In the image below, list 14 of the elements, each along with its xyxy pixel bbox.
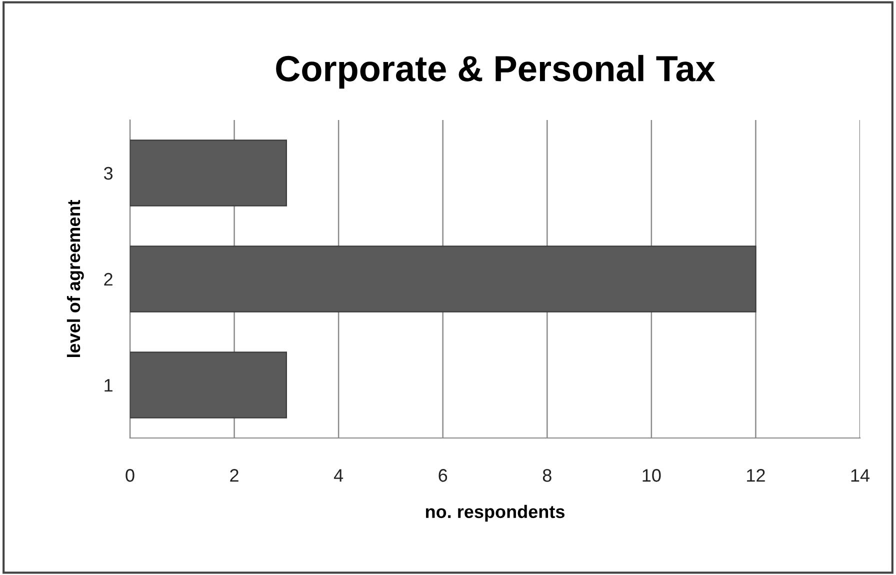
x-tick-label: 8 xyxy=(542,469,552,482)
y-tick-label: 3 xyxy=(104,166,113,180)
x-tick-label: 12 xyxy=(747,469,765,482)
x-axis-title: no. respondents xyxy=(426,504,564,522)
y-tick-label: 1 xyxy=(104,379,112,392)
x-tick-label: 14 xyxy=(851,469,870,482)
x-tick-label: 10 xyxy=(642,469,661,482)
x-tick-label: 4 xyxy=(334,469,344,482)
x-tick-label: 6 xyxy=(438,469,448,482)
y-axis-title: level of agreement xyxy=(66,200,84,358)
y-tick-label: 2 xyxy=(104,272,112,286)
x-tick-label: 0 xyxy=(126,469,134,482)
x-tick-label: 2 xyxy=(230,469,238,482)
chart-title: Corporate & Personal Tax xyxy=(276,54,716,89)
